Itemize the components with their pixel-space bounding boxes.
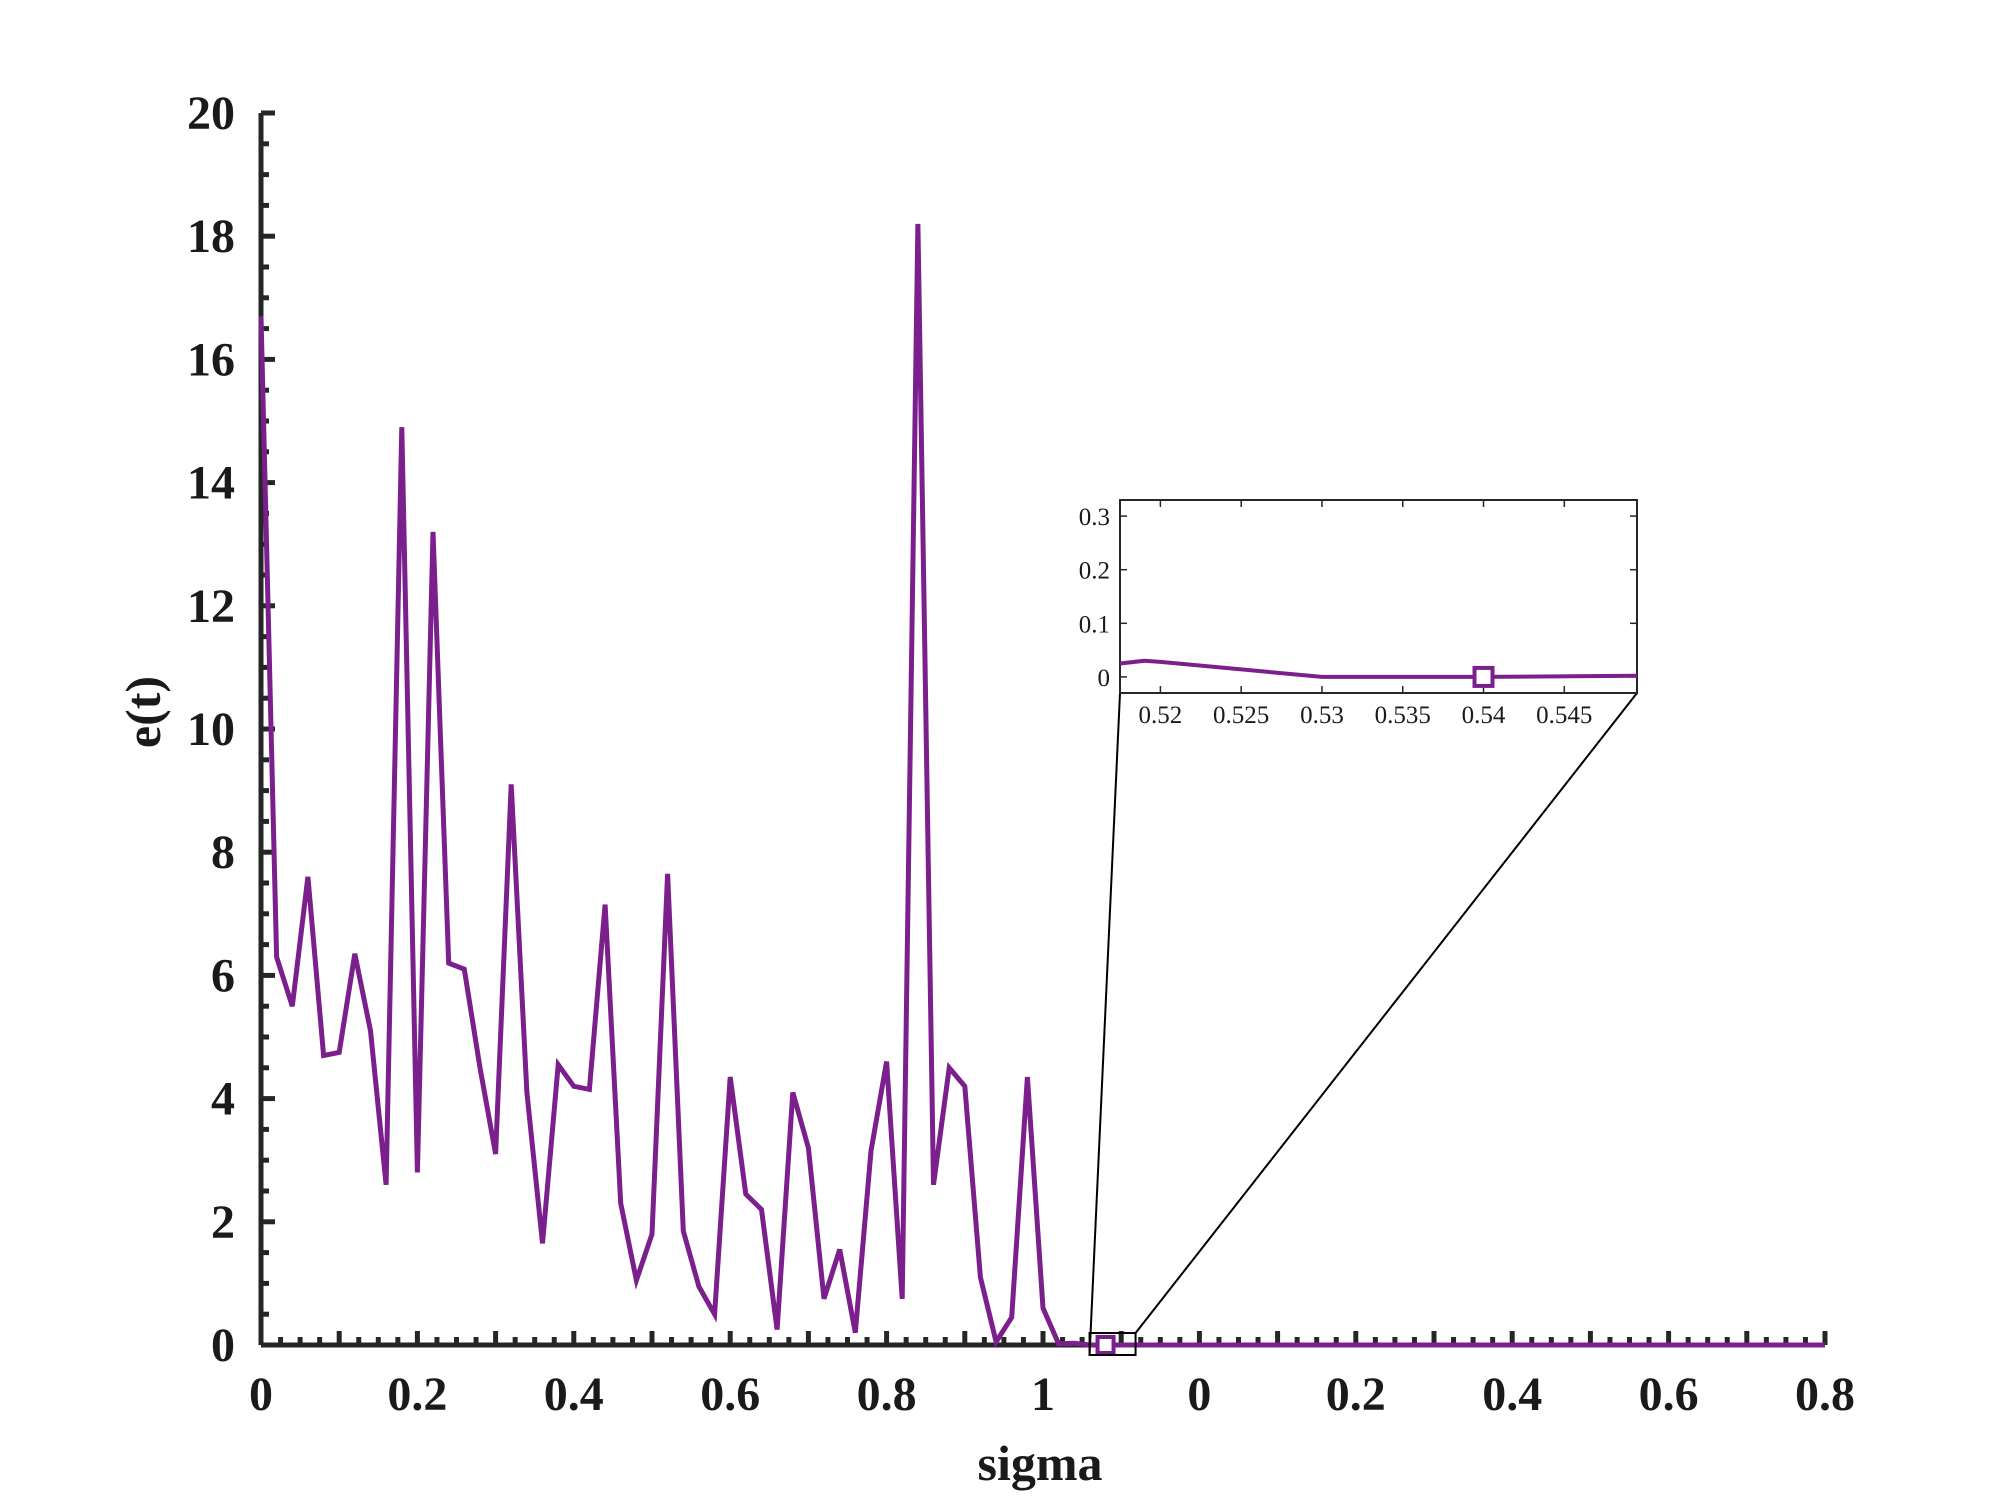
main-series-marker bbox=[1095, 1335, 1116, 1355]
x-tick-label: 0.4 bbox=[544, 1368, 604, 1421]
y-axis-title: e(t) bbox=[115, 676, 171, 748]
y-tick-label: 16 bbox=[187, 333, 235, 386]
y-tick-label: 0 bbox=[211, 1319, 235, 1372]
x-tick-label: 0.8 bbox=[1795, 1368, 1855, 1421]
inset-x-tick-label: 0.535 bbox=[1375, 702, 1431, 729]
inset-x-tick-label: 0.53 bbox=[1300, 702, 1344, 729]
main-series-line bbox=[258, 223, 1825, 1349]
x-tick-label: 0.6 bbox=[1639, 1368, 1699, 1421]
y-tick-label: 10 bbox=[187, 703, 235, 756]
y-tick-label: 12 bbox=[187, 580, 235, 633]
inset-y-tick-label: 0.2 bbox=[1079, 558, 1110, 585]
x-tick-label: 1 bbox=[1031, 1368, 1055, 1421]
inset-series-marker bbox=[1472, 665, 1495, 688]
x-tick-label: 0 bbox=[1187, 1368, 1211, 1421]
inset-x-tick-label: 0.525 bbox=[1213, 702, 1269, 729]
x-tick-label: 0 bbox=[249, 1368, 273, 1421]
y-tick-label: 18 bbox=[187, 210, 235, 263]
x-tick-label: 0.2 bbox=[387, 1368, 447, 1421]
main-series-layer bbox=[258, 223, 1825, 1355]
y-tick-label: 4 bbox=[211, 1073, 235, 1126]
y-tick-label: 14 bbox=[187, 457, 235, 510]
zoom-connector-right bbox=[1134, 692, 1638, 1334]
inset-y-tick-label: 0.3 bbox=[1079, 504, 1110, 531]
zoom-inset: 0.52 0.525 0.53 0.535 0.54 0.545 0 0.1 0.2 0.3 bbox=[1079, 499, 1638, 1356]
zoom-connector-left bbox=[1088, 692, 1121, 1356]
y-tick-label: 8 bbox=[211, 826, 235, 879]
x-tick-label: 0.2 bbox=[1326, 1368, 1386, 1421]
inset-y-tick-label: 0.1 bbox=[1079, 611, 1110, 638]
inset-y-tick-label: 0 bbox=[1098, 665, 1111, 692]
inset-x-tick-label: 0.545 bbox=[1536, 702, 1592, 729]
x-tick-label: 0.4 bbox=[1482, 1368, 1542, 1421]
inset-frame bbox=[1119, 499, 1638, 694]
inset-x-tick-label: 0.52 bbox=[1139, 702, 1183, 729]
inset-series-line bbox=[1119, 658, 1638, 679]
y-tick-label: 2 bbox=[211, 1196, 235, 1249]
y-tick-label: 6 bbox=[211, 949, 235, 1002]
y-tick-label: 20 bbox=[187, 87, 235, 140]
x-tick-label: 0.6 bbox=[700, 1368, 760, 1421]
inset-x-tick-label: 0.54 bbox=[1462, 702, 1506, 729]
x-tick-label: 0.8 bbox=[857, 1368, 917, 1421]
x-axis-title: sigma bbox=[978, 1435, 1103, 1491]
